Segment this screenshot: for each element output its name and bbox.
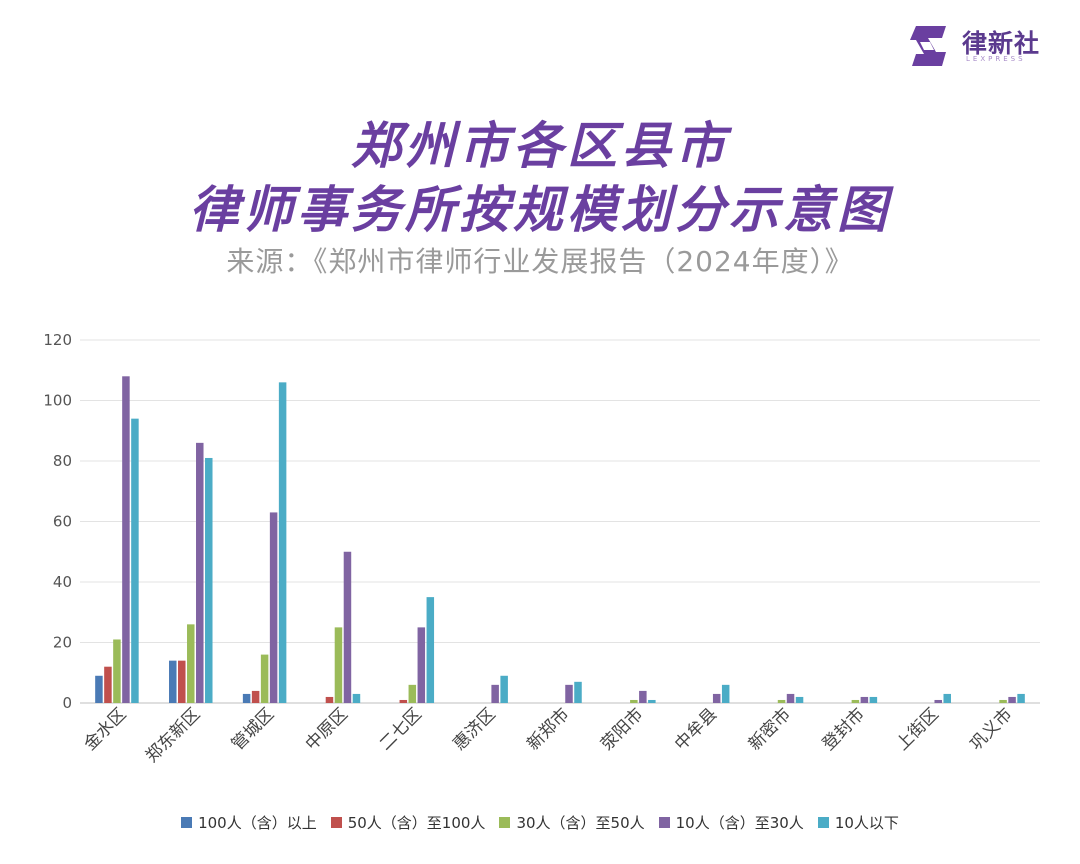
- bar: [325, 696, 334, 703]
- brand-sub: LEXPRESS: [966, 55, 1026, 63]
- x-tick-label: 二七区: [376, 704, 426, 754]
- bar: [95, 675, 103, 703]
- legend-item: 50人（含）至100人: [330, 812, 486, 833]
- legend-swatch: [658, 817, 670, 828]
- bar: [491, 684, 499, 703]
- bar: [934, 699, 942, 703]
- bar: [648, 699, 656, 703]
- bar: [343, 551, 352, 703]
- legend-label: 30人（含）至50人: [516, 814, 645, 832]
- legend-label: 10人（含）至30人: [675, 814, 804, 832]
- bar: [178, 660, 186, 703]
- bar: [113, 639, 121, 703]
- bar: [851, 699, 860, 703]
- chart-source: 来源：《郑州市律师行业发展报告（2024年度）》: [226, 245, 854, 278]
- y-tick-label: 40: [53, 573, 72, 591]
- y-tick-label: 0: [62, 694, 72, 712]
- bar: [278, 382, 287, 703]
- bar: [860, 696, 869, 703]
- bar: [187, 624, 195, 703]
- legend-swatch: [499, 817, 511, 828]
- bar: [721, 684, 730, 703]
- bar: [795, 696, 804, 703]
- chart-legend: 100人（含）以上 50人（含）至100人 30人（含）至50人 10人（含）至30人…: [0, 812, 1080, 833]
- bar: [408, 684, 417, 703]
- bar: [122, 376, 130, 703]
- y-tick-label: 60: [53, 513, 72, 531]
- brand-logo: 律新社 LEXPRESS: [906, 22, 1056, 70]
- chart-title-line1: 郑州市各区县市: [351, 117, 729, 175]
- bar: [426, 597, 435, 703]
- x-tick-label: 登封市: [819, 704, 869, 754]
- chart-title-line2: 律师事务所按规模划分示意图: [189, 181, 891, 239]
- legend-label: 50人（含）至100人: [347, 814, 486, 832]
- y-tick-label: 120: [43, 331, 72, 349]
- bar: [712, 693, 721, 703]
- bar: [565, 684, 573, 703]
- bar: [205, 457, 213, 703]
- bar: [500, 675, 508, 703]
- bar: [1017, 693, 1025, 703]
- x-tick-label: 中牟县: [671, 704, 721, 754]
- bar: [251, 690, 260, 703]
- legend-label: 100人（含）以上: [198, 814, 317, 832]
- bar: [399, 699, 408, 703]
- bar-chart: 0 20 40 60 80 100 120 金水区 郑东新区 管城区 中原区 二七区 惠济区 新郑市 荥阳市…: [43, 331, 1040, 767]
- x-tick-label: 郑东新区: [142, 704, 204, 766]
- bar: [943, 693, 951, 703]
- bar: [999, 699, 1007, 703]
- bar: [1008, 696, 1016, 703]
- bar: [260, 654, 269, 703]
- x-tick-label: 新郑市: [523, 704, 573, 754]
- legend-item: 10人（含）至30人: [658, 812, 804, 833]
- legend-swatch: [181, 817, 193, 828]
- bar: [869, 696, 878, 703]
- x-tick-label: 新密市: [745, 704, 795, 754]
- bar: [639, 690, 647, 703]
- x-tick-label: 中原区: [302, 704, 352, 754]
- x-tick-label: 金水区: [80, 704, 130, 754]
- bar: [334, 627, 343, 703]
- x-tick-label: 惠济区: [449, 704, 499, 754]
- bar: [417, 627, 426, 703]
- bar: [169, 660, 177, 703]
- legend-swatch: [330, 817, 342, 828]
- brand-mark-icon: [910, 26, 946, 66]
- bar: [630, 699, 638, 703]
- x-tick-label: 巩义市: [966, 704, 1016, 754]
- y-tick-label: 80: [53, 452, 72, 470]
- legend-item: 30人（含）至50人: [499, 812, 645, 833]
- bar: [786, 693, 795, 703]
- bar: [131, 418, 139, 703]
- y-tick-label: 20: [53, 634, 72, 652]
- bar: [777, 699, 786, 703]
- x-tick-label: 管城区: [228, 704, 278, 754]
- bar: [104, 666, 112, 703]
- bar: [196, 442, 204, 703]
- legend-item: 10人以下: [817, 812, 899, 833]
- brand-name: 律新社: [962, 29, 1041, 58]
- y-tick-label: 100: [43, 392, 72, 410]
- legend-label: 10人以下: [834, 814, 899, 832]
- bar: [269, 512, 278, 703]
- x-tick-label: 荥阳市: [597, 704, 647, 754]
- legend-swatch: [817, 817, 829, 828]
- bar: [242, 693, 251, 703]
- bar: [352, 693, 361, 703]
- x-tick-label: 上街区: [893, 704, 943, 754]
- legend-item: 100人（含）以上: [181, 812, 317, 833]
- bar: [574, 681, 582, 703]
